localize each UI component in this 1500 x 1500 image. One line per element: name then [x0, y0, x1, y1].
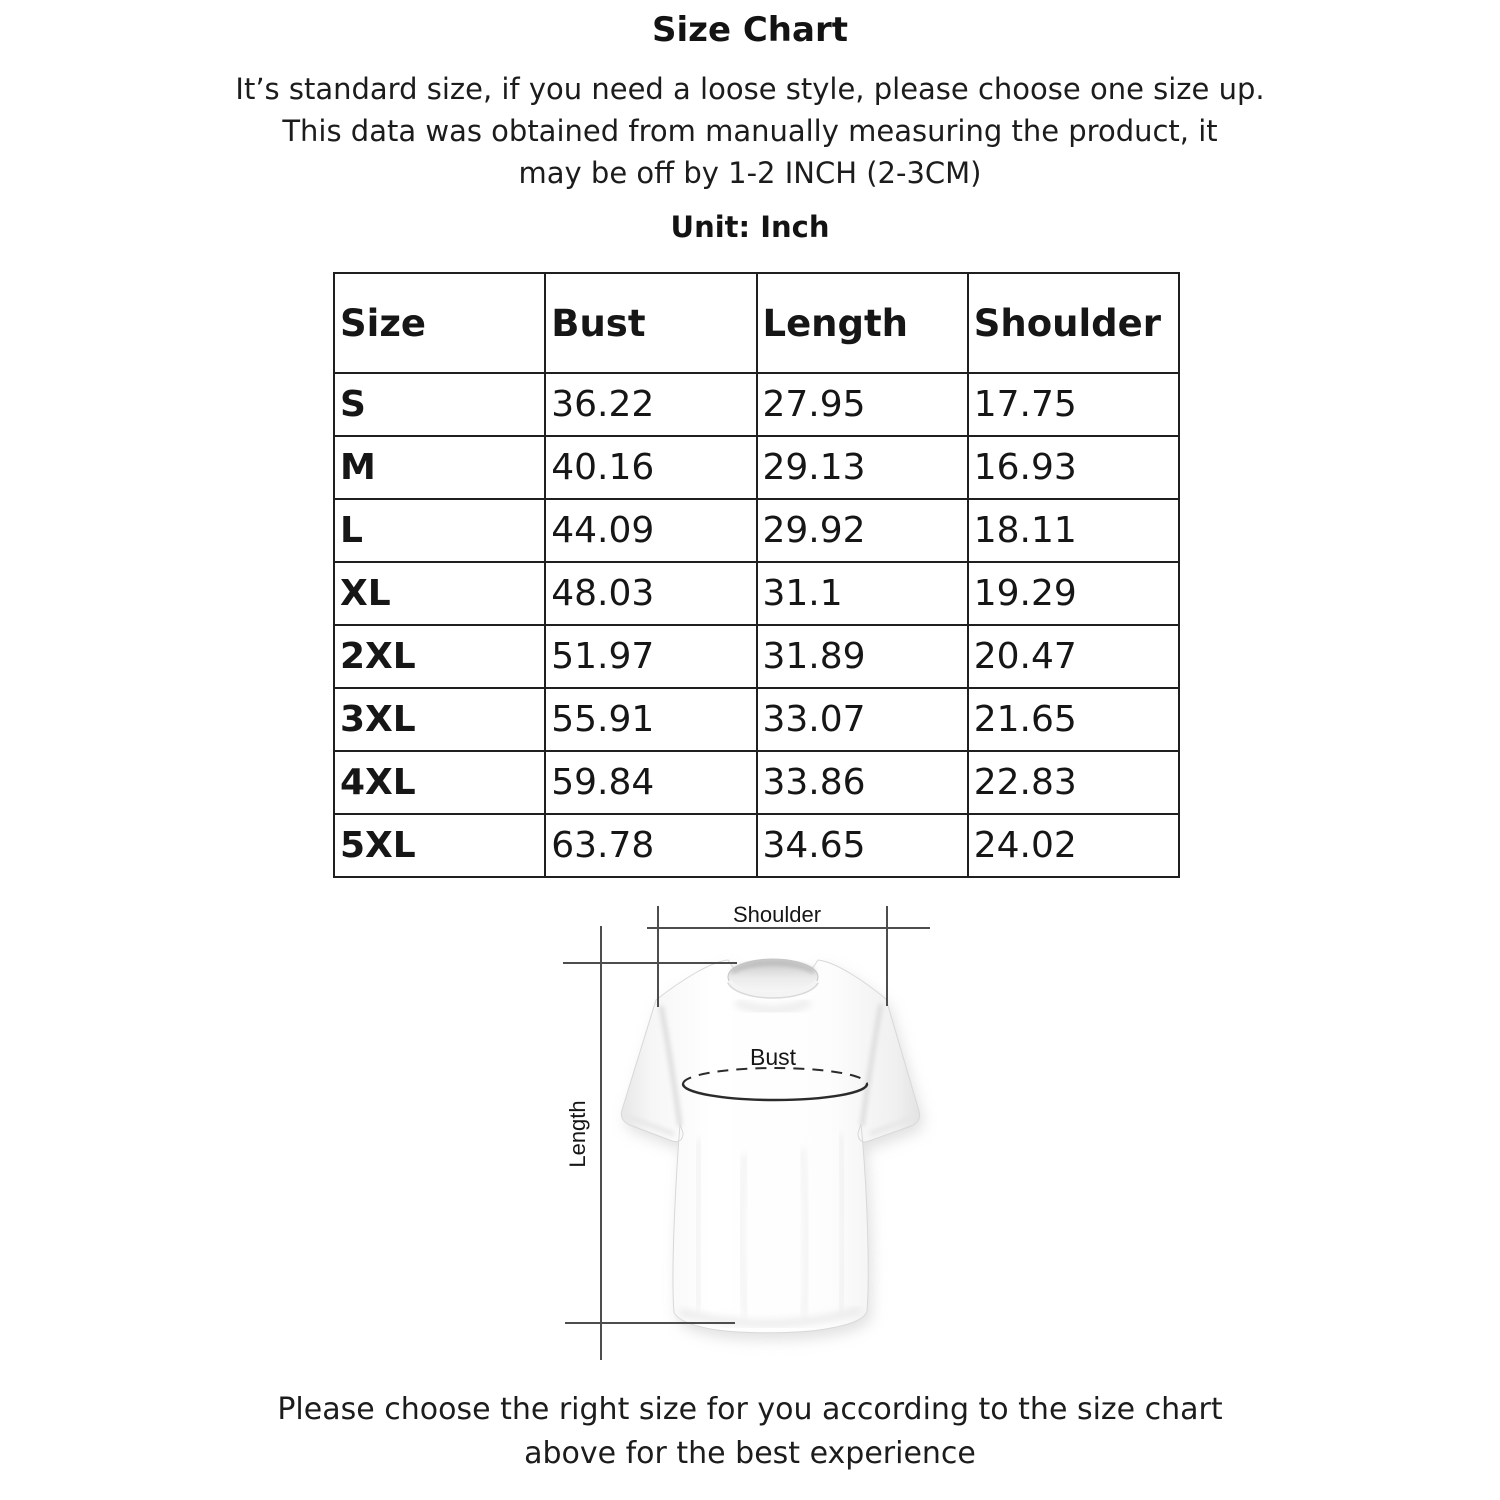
cell-bust: 40.16: [544, 435, 758, 500]
hem-shadow: [679, 1307, 862, 1326]
fold-line: [694, 1138, 703, 1310]
cell-size: M: [332, 435, 547, 500]
measurement-lines: [563, 906, 930, 1360]
cell-bust: 48.03: [544, 561, 758, 626]
cell-size: 5XL: [332, 813, 547, 878]
cell-bust: 63.78: [544, 813, 758, 878]
cell-length: 29.13: [755, 435, 969, 500]
table-row-3xl: 3XL 55.91 33.07 21.65: [332, 687, 1181, 752]
table-row-xl: XL 48.03 31.1 19.29: [332, 561, 1181, 626]
cell-length: 31.89: [755, 624, 969, 689]
cell-shoulder: 20.47: [966, 624, 1181, 689]
cell-shoulder: 18.11: [966, 498, 1181, 563]
cell-size: XL: [332, 561, 547, 626]
cell-length: 27.95: [755, 372, 969, 437]
cell-length: 33.86: [755, 750, 969, 815]
size-table: Size Bust Length Shoulder S 36.22 27.95 …: [332, 272, 1181, 878]
col-header-bust: Bust: [544, 272, 758, 374]
table-row-5xl: 5XL 63.78 34.65 24.02: [332, 813, 1181, 878]
footer-line-2: above for the best experience: [524, 1436, 976, 1471]
cell-bust: 36.22: [544, 372, 758, 437]
cell-size: L: [332, 498, 547, 563]
cell-size: S: [332, 372, 547, 437]
collar-band: [726, 979, 820, 999]
left-sleeve-seam: [658, 1005, 683, 1127]
cell-size: 2XL: [332, 624, 547, 689]
shoulder-label: Shoulder: [733, 902, 821, 927]
tshirt-measurement-diagram: Shoulder Bust Length: [540, 884, 1000, 1364]
table-row-m: M 40.16 29.13 16.93: [332, 435, 1181, 500]
cell-shoulder: 16.93: [966, 435, 1181, 500]
table-row-s: S 36.22 27.95 17.75: [332, 372, 1181, 437]
fold-line: [837, 1133, 846, 1313]
bust-label: Bust: [750, 1044, 797, 1070]
bust-ellipse-solid: [681, 1083, 869, 1102]
fold-line: [799, 1148, 810, 1317]
col-header-length: Length: [755, 272, 969, 374]
cell-shoulder: 17.75: [966, 372, 1181, 437]
footer-note: Please choose the right size for you acc…: [0, 1388, 1500, 1476]
size-note-line-1: It’s standard size, if you need a loose …: [235, 72, 1265, 106]
table-row-4xl: 4XL 59.84 33.86 22.83: [332, 750, 1181, 815]
cell-shoulder: 21.65: [966, 687, 1181, 752]
under-collar-shadow: [734, 998, 812, 1014]
cell-shoulder: 19.29: [966, 561, 1181, 626]
cell-length: 33.07: [755, 687, 969, 752]
cell-size: 4XL: [332, 750, 547, 815]
cell-shoulder: 24.02: [966, 813, 1181, 878]
size-note-line-3: may be off by 1-2 INCH (2-3CM): [518, 156, 982, 190]
table-row-l: L 44.09 29.92 18.11: [332, 498, 1181, 563]
right-sleeve-hem: [869, 1114, 917, 1136]
cell-size: 3XL: [332, 687, 547, 752]
size-table-header-row: Size Bust Length Shoulder: [332, 272, 1181, 374]
length-label: Length: [565, 1100, 590, 1167]
fold-line: [738, 1153, 749, 1317]
bust-ellipse-dashed: [682, 1067, 868, 1085]
size-note-line-2: This data was obtained from manually mea…: [282, 114, 1218, 148]
collar-inner-shadow: [730, 961, 816, 974]
footer-line-1: Please choose the right size for you acc…: [277, 1392, 1223, 1427]
cell-shoulder: 22.83: [966, 750, 1181, 815]
cell-length: 29.92: [755, 498, 969, 563]
cell-length: 31.1: [755, 561, 969, 626]
right-sleeve-seam: [859, 1003, 884, 1127]
col-header-size: Size: [332, 272, 547, 374]
size-note: It’s standard size, if you need a loose …: [0, 68, 1500, 194]
tshirt-image: Shoulder Bust Length: [563, 902, 930, 1360]
page-title: Size Chart: [652, 10, 848, 50]
col-header-shoulder: Shoulder: [966, 272, 1181, 374]
unit-label: Unit: Inch: [670, 210, 830, 244]
cell-bust: 55.91: [544, 687, 758, 752]
cell-bust: 59.84: [544, 750, 758, 815]
cell-bust: 44.09: [544, 498, 758, 563]
cell-bust: 51.97: [544, 624, 758, 689]
table-row-2xl: 2XL 51.97 31.89 20.47: [332, 624, 1181, 689]
collar-band-edge: [727, 982, 819, 999]
left-sleeve-hem: [625, 1114, 675, 1136]
cell-length: 34.65: [755, 813, 969, 878]
